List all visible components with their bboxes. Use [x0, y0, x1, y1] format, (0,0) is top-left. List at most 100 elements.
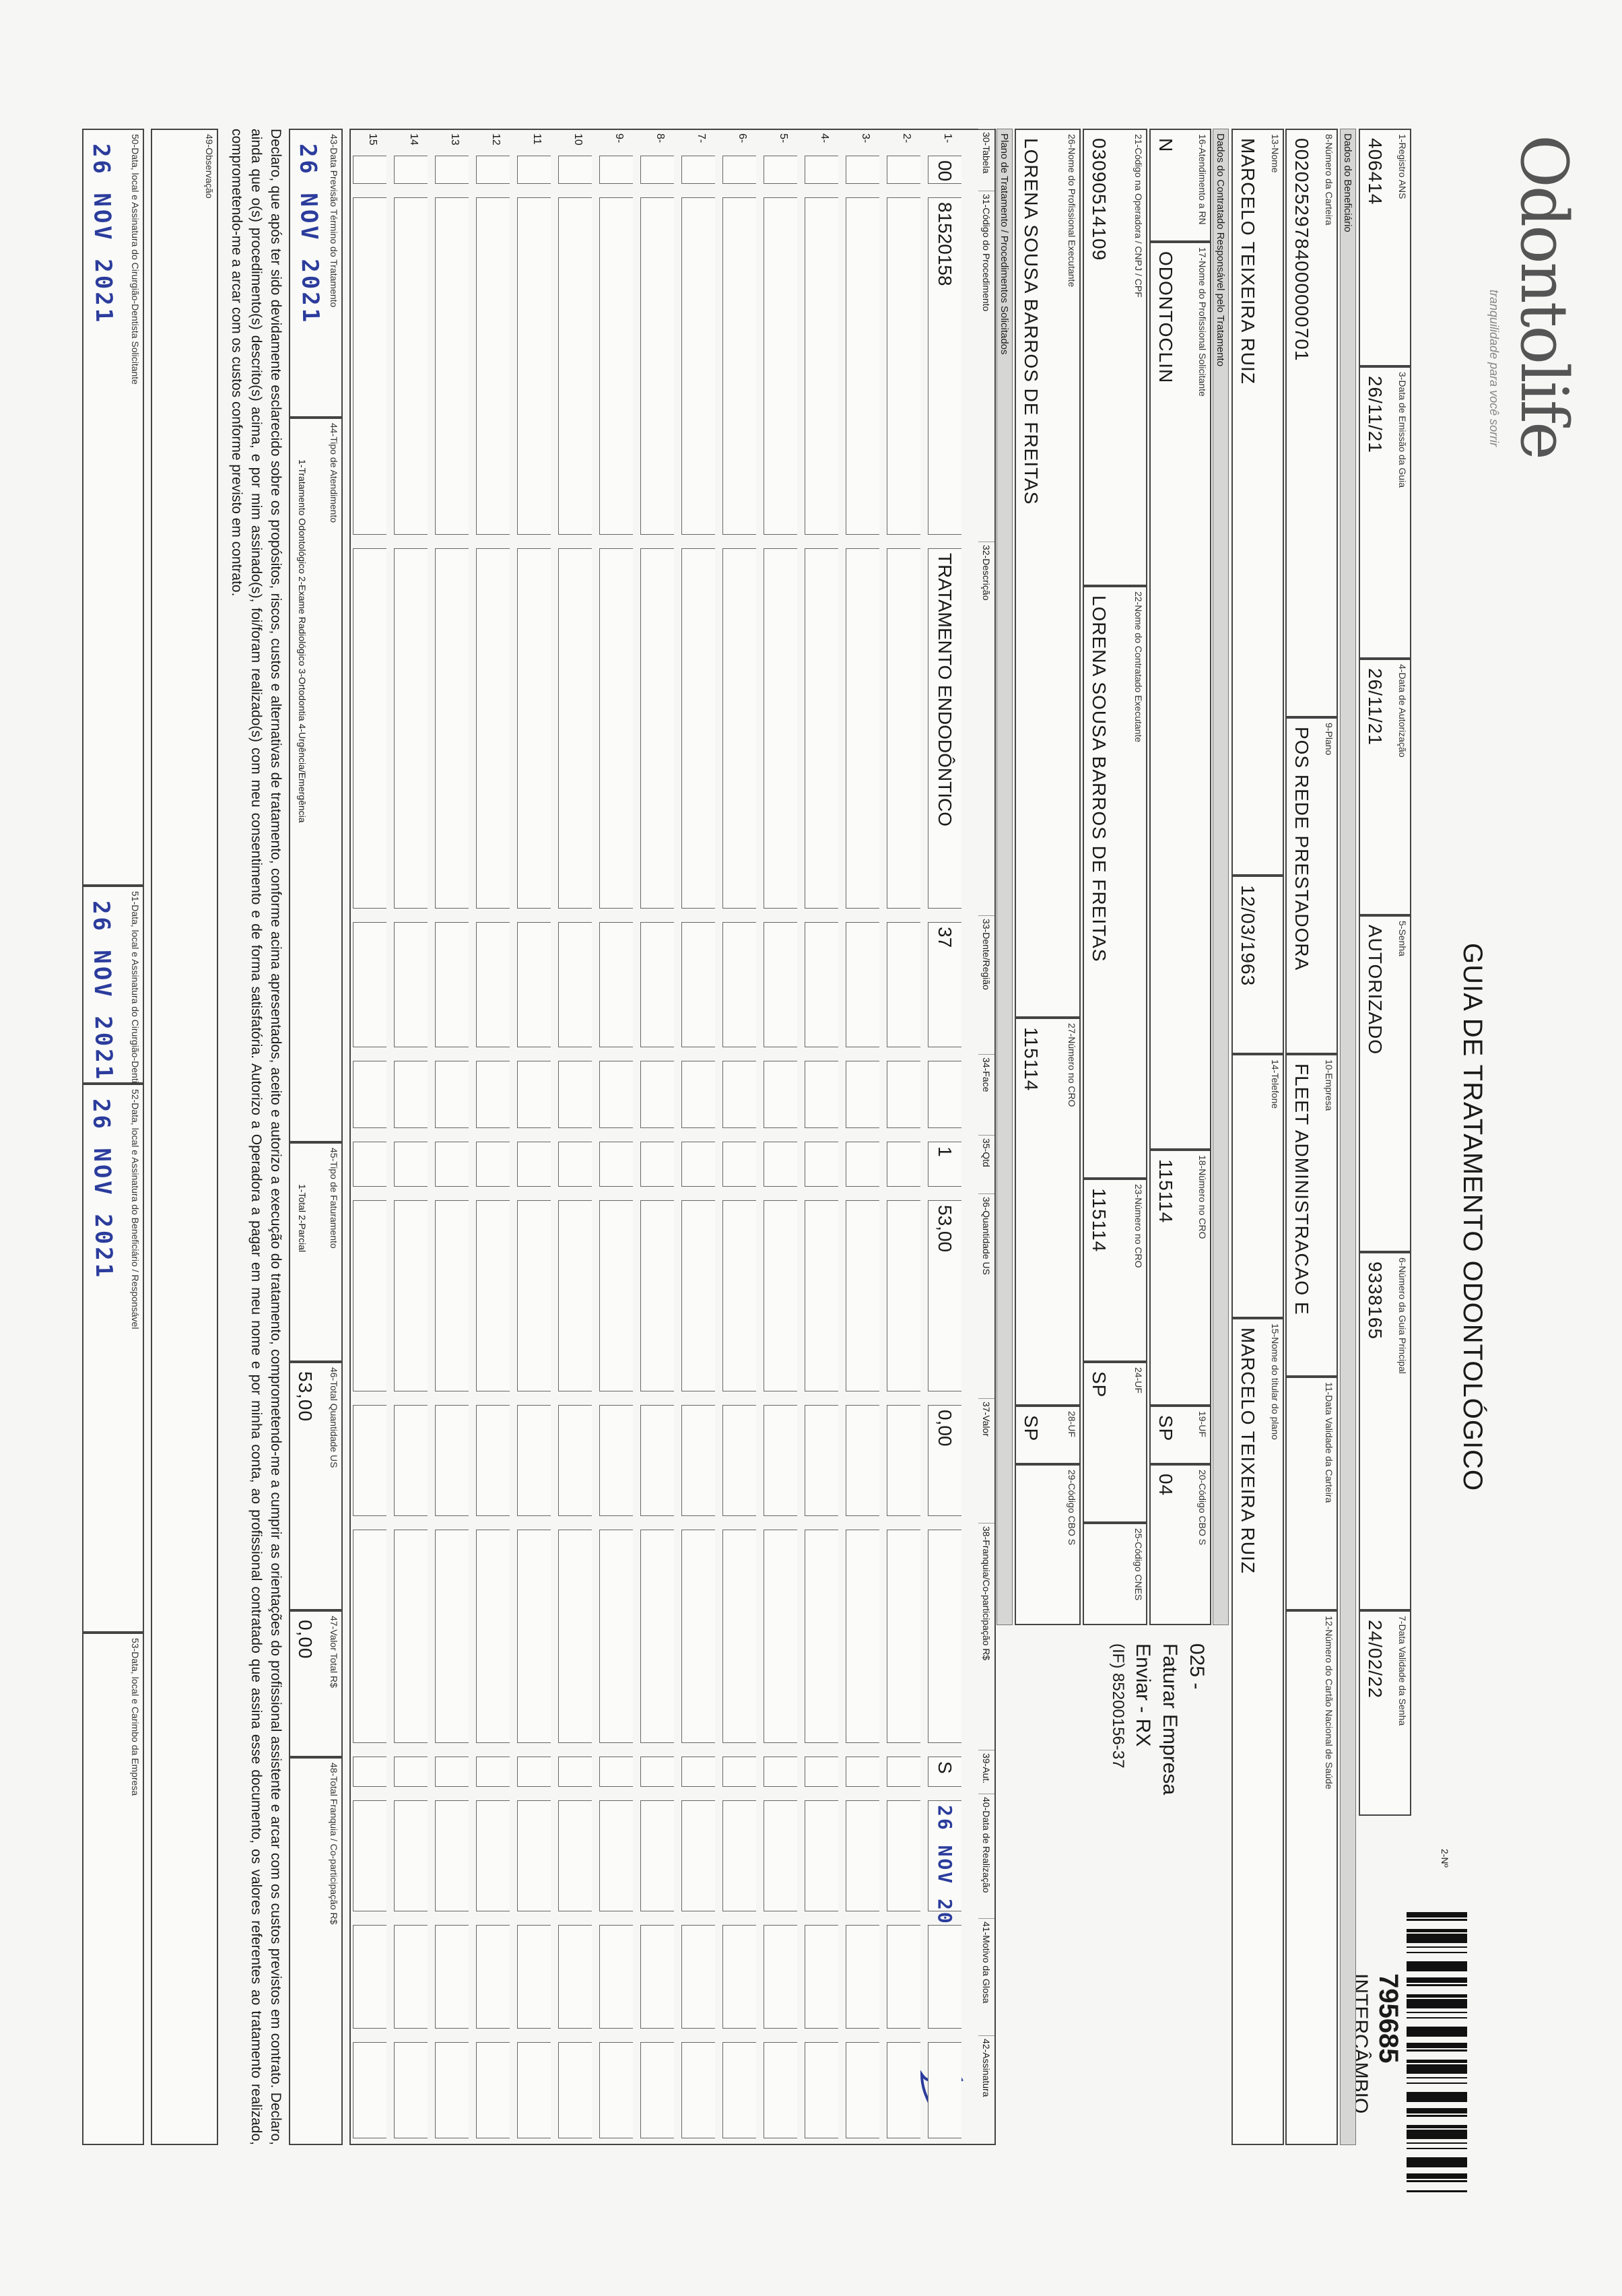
field: 19-UF SP — [1149, 1406, 1211, 1464]
table-cell — [681, 1800, 715, 1911]
table-cell — [394, 1061, 428, 1128]
barcode-bar — [1407, 2082, 1467, 2084]
table-cell — [476, 1405, 510, 1516]
field-value: POS REDE PRESTADORA — [1291, 727, 1312, 971]
field-value: 406414 — [1365, 138, 1386, 205]
table-cell — [599, 1800, 633, 1911]
section-header: Dados do Contratado Responsável pelo Tra… — [1213, 129, 1229, 1625]
table-cell — [599, 1925, 633, 2029]
field-value: LORENA SOUSA BARROS DE FREITAS — [1021, 138, 1042, 505]
barcode-bar — [1407, 2062, 1467, 2063]
table-cell — [805, 1925, 838, 2029]
table-cell — [887, 548, 920, 909]
field-label: 7-Data Validade da Senha — [1397, 1616, 1408, 1726]
field: 15-Nome do titular do plano MARCELO TEIXE… — [1231, 1318, 1284, 2145]
barcode-bar — [1407, 2109, 1467, 2111]
table-cell — [805, 548, 838, 909]
table-cell — [722, 1061, 756, 1128]
column-header: 39-Aut. — [978, 1750, 994, 1794]
table-cell — [681, 1757, 715, 1787]
barcode-bar — [1407, 1912, 1467, 1913]
field-label: 1-Registro ANS — [1397, 134, 1408, 199]
field: 25-Código CNES — [1083, 1523, 1147, 1625]
table-cell — [846, 922, 879, 1047]
table-cell — [435, 1142, 469, 1187]
table-cell — [435, 548, 469, 909]
field-label: 45-Tipo de Faturamento — [329, 1148, 339, 1249]
table-cell — [722, 156, 756, 184]
table-cell — [846, 1800, 879, 1911]
table-cell — [435, 1200, 469, 1391]
field-options: 1-Tratamento Odontológico 2-Exame Radiol… — [297, 459, 308, 823]
table-cell — [394, 1200, 428, 1391]
table-cell — [805, 1061, 838, 1128]
barcode-bar — [1407, 1984, 1467, 1986]
table-cell — [846, 548, 879, 909]
table-cell — [846, 1061, 879, 1128]
table-cell — [353, 1925, 386, 2029]
barcode-bar — [1407, 1934, 1467, 1938]
table-cell — [476, 1800, 510, 1911]
table-cell — [558, 1142, 592, 1187]
field: 48-Total Franquia / Co-participação R$ — [289, 1757, 343, 2145]
barcode-bar — [1407, 1952, 1467, 1953]
table-cell — [640, 1061, 674, 1128]
barcode-bar — [1407, 2092, 1467, 2095]
table-cell: 26 NOV 2021 — [928, 1800, 961, 1952]
table-cell — [681, 156, 715, 184]
field-value: SP — [1155, 1415, 1176, 1442]
table-cell — [517, 156, 551, 184]
table-cell — [476, 548, 510, 909]
table-cell — [558, 1757, 592, 1787]
field-value: MARCELO TEIXEIRA RUIZ — [1238, 138, 1258, 385]
field: 18-Número no CRO 115114 — [1149, 1150, 1211, 1406]
field-label: 14-Telefone — [1270, 1059, 1281, 1109]
table-cell — [640, 1200, 674, 1391]
field: 20-Código CBO S 04 — [1149, 1464, 1211, 1625]
barcode-bar — [1407, 2077, 1467, 2078]
field-value: LORENA SOUSA BARROS DE FREITAS — [1089, 595, 1110, 962]
table-cell — [846, 156, 879, 184]
table-cell — [722, 1800, 756, 1911]
barcode-bar — [1407, 2108, 1467, 2109]
field-label: 49-Observação — [204, 134, 215, 199]
table-cell — [640, 548, 674, 909]
barcode-bar — [1407, 1946, 1467, 1948]
field-label: 8-Número da Carteira — [1324, 134, 1334, 226]
table-cell — [722, 197, 756, 535]
field-label: 17-Nome do Profissional Solicitante — [1197, 247, 1208, 397]
row-number: 14 — [408, 133, 419, 145]
table-cell — [517, 1757, 551, 1787]
barcode-bar — [1407, 1931, 1467, 1932]
field-label: 9-Plano — [1324, 723, 1334, 756]
field: 51-Data, local e Assinatura do Cirurgião… — [82, 886, 144, 1096]
table-cell — [517, 922, 551, 1047]
table-cell — [640, 1530, 674, 1743]
table-cell — [764, 1405, 797, 1516]
table-cell — [353, 2042, 386, 2138]
field-value: 115114 — [1089, 1188, 1110, 1253]
field: 8-Número da Carteira 00202529784000000701 — [1285, 129, 1338, 717]
table-cell — [805, 1800, 838, 1911]
row-number: 13 — [449, 133, 461, 145]
barcode-bar — [1407, 2043, 1467, 2044]
field-label: 22-Nome do Contratado Executante — [1133, 591, 1144, 743]
field: 53-Data, local e Carimbo da Empresa — [82, 1633, 144, 2145]
field: 5-Senha AUTORIZADO — [1359, 915, 1411, 1252]
table-cell — [681, 1405, 715, 1516]
section-header: Dados do Beneficiário — [1340, 129, 1356, 2145]
column-header: 32-Descrição — [978, 542, 994, 915]
field-value: AUTORIZADO — [1365, 925, 1386, 1055]
barcode-bar — [1407, 2173, 1467, 2175]
barcode-bar — [1407, 2127, 1467, 2128]
table-cell: 37 — [928, 922, 961, 1047]
field-label: 47-Valor Total R$ — [329, 1616, 339, 1688]
field-label: 50-Data, local e Assinatura do Cirurgião… — [130, 134, 141, 385]
barcode-bar — [1407, 2049, 1467, 2052]
barcode-bar — [1407, 2064, 1467, 2068]
table-cell — [681, 922, 715, 1047]
field-value: MARCELO TEIXEIRA RUIZ — [1238, 1327, 1258, 1574]
table-cell — [599, 2042, 633, 2138]
field-label: 6-Número da Guia Principal — [1397, 1257, 1408, 1374]
table-cell — [640, 1405, 674, 1516]
